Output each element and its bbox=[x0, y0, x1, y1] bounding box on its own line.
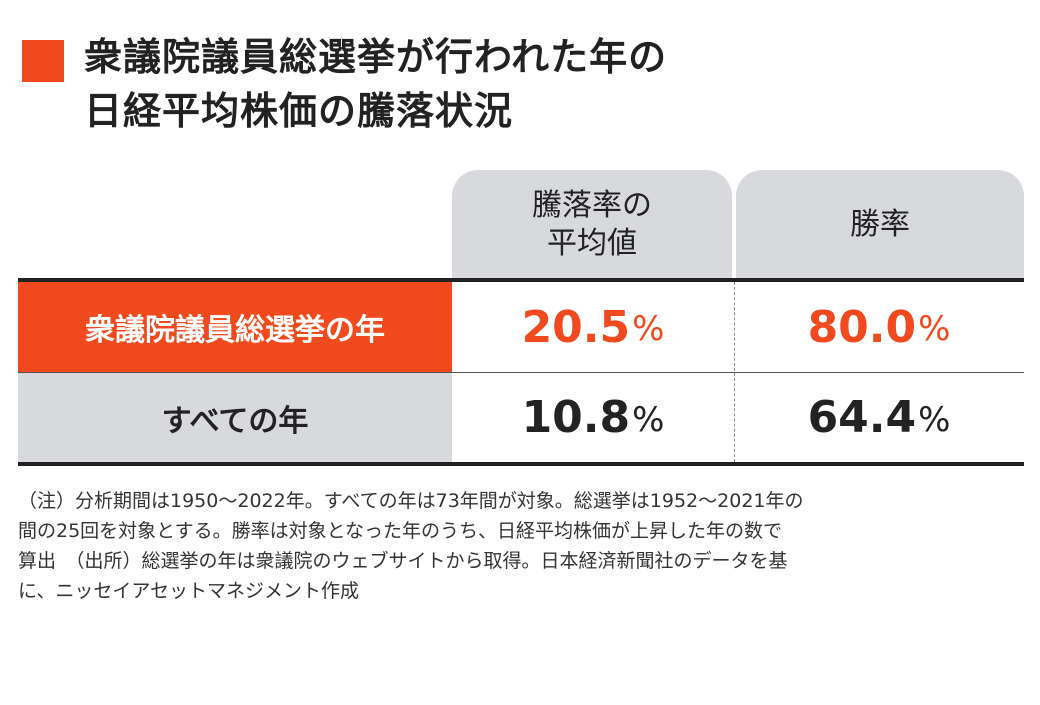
title-marker bbox=[22, 40, 64, 82]
footnote-line-2: 間の25回を対象とする。勝率は対象となった年のうち、日経平均株価が上昇した年の数… bbox=[18, 520, 783, 542]
column-divider bbox=[734, 282, 735, 462]
column-header-average-line-1: 騰落率の bbox=[532, 188, 652, 223]
column-header-win-rate-label: 勝率 bbox=[850, 207, 910, 242]
percent-unit: % bbox=[918, 399, 951, 440]
cell-all-win-rate-value: 64.4 bbox=[807, 392, 917, 443]
footnote-line-4: に、ニッセイアセットマネジメント作成 bbox=[18, 580, 360, 602]
column-header-average: 騰落率の 平均値 bbox=[452, 170, 732, 280]
cell-election-win-rate: 80.0% bbox=[734, 282, 1024, 372]
data-table: 騰落率の 平均値 勝率 衆議院議員総選挙の年 20.5% 80.0% すべての年… bbox=[18, 170, 1024, 466]
table-row-all-years: すべての年 10.8% 64.4% bbox=[18, 373, 1024, 462]
row-label-all-years: すべての年 bbox=[18, 373, 452, 462]
row-label-election-years: 衆議院議員総選挙の年 bbox=[18, 282, 452, 372]
percent-unit: % bbox=[632, 399, 665, 440]
column-header-average-line-2: 平均値 bbox=[547, 226, 637, 261]
footnote-line-1: （注）分析期間は1950〜2022年。すべての年は73年間が対象。総選挙は195… bbox=[18, 490, 804, 512]
cell-election-average-value: 20.5 bbox=[521, 301, 631, 353]
percent-unit: % bbox=[918, 309, 951, 349]
cell-all-win-rate: 64.4% bbox=[734, 373, 1024, 462]
table-bottom-rule bbox=[18, 462, 1024, 466]
title-line-2: 日経平均株価の騰落状況 bbox=[84, 89, 514, 133]
cell-election-average: 20.5% bbox=[452, 282, 734, 372]
page-title: 衆議院議員総選挙が行われた年の 日経平均株価の騰落状況 bbox=[84, 30, 667, 138]
table-row-election-years: 衆議院議員総選挙の年 20.5% 80.0% bbox=[18, 282, 1024, 372]
cell-election-win-rate-value: 80.0 bbox=[807, 301, 917, 353]
row-separator bbox=[18, 372, 1024, 373]
footnote-line-3: 算出 （出所）総選挙の年は衆議院のウェブサイトから取得。日本経済新聞社のデータを… bbox=[18, 550, 788, 572]
cell-all-average-value: 10.8 bbox=[521, 392, 631, 443]
table-top-rule bbox=[18, 278, 1024, 282]
column-header-win-rate: 勝率 bbox=[736, 170, 1024, 280]
percent-unit: % bbox=[632, 309, 665, 349]
title-line-1: 衆議院議員総選挙が行われた年の bbox=[84, 35, 668, 79]
cell-all-average: 10.8% bbox=[452, 373, 734, 462]
footnote: （注）分析期間は1950〜2022年。すべての年は73年間が対象。総選挙は195… bbox=[18, 486, 1024, 606]
